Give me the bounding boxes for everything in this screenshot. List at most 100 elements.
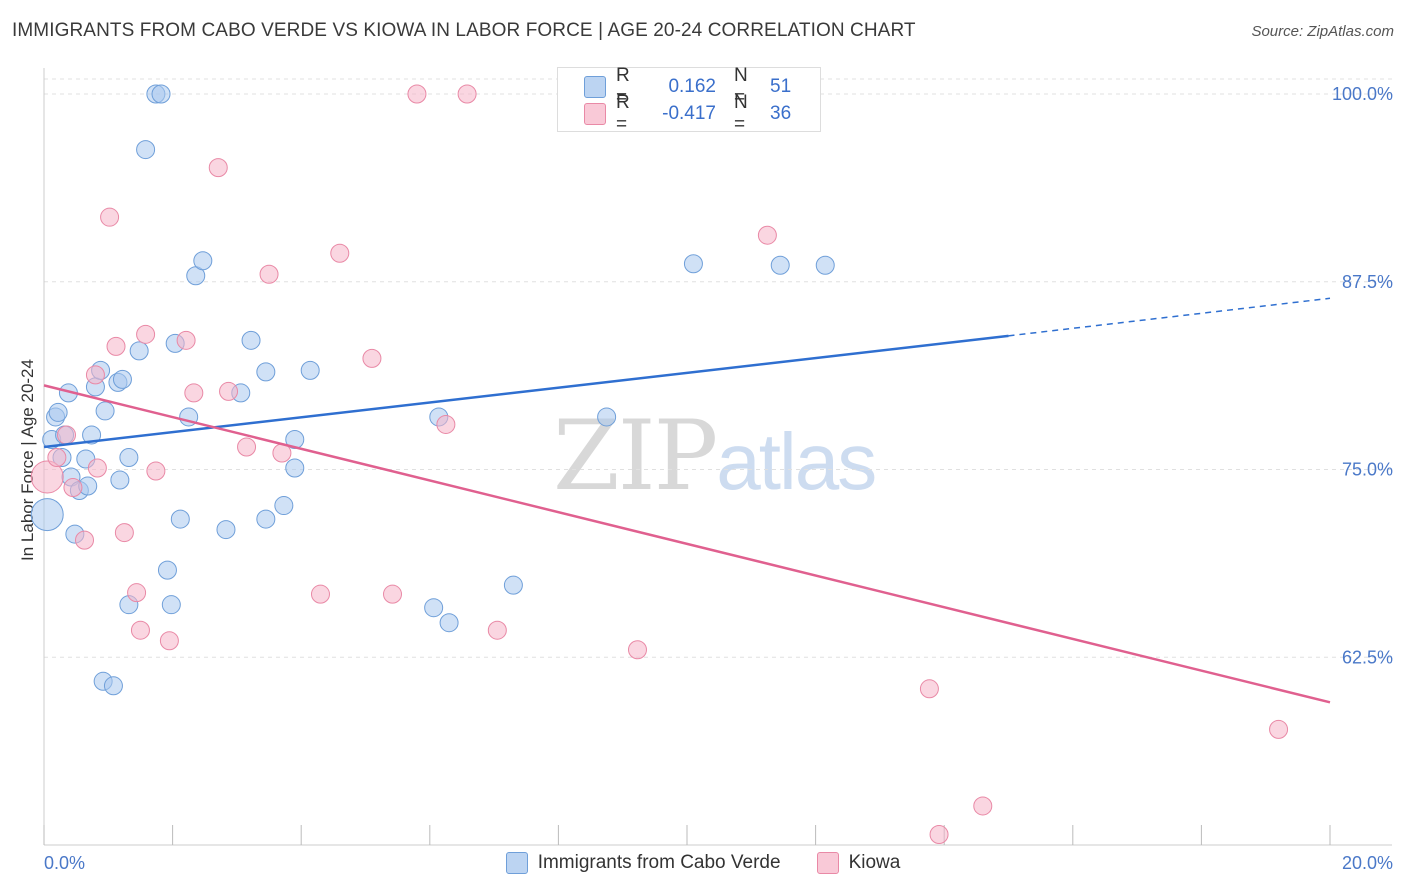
data-point-cabo-verde (157, 560, 177, 580)
source-credit: Source: ZipAtlas.com (1251, 23, 1394, 40)
axes (43, 68, 1392, 846)
legend-r-value: 0.162 (668, 76, 716, 97)
legend-item-cabo-verde[interactable]: Immigrants from Cabo Verde (505, 852, 781, 874)
data-point-cabo-verde (597, 407, 617, 427)
trend-line-cabo-verde (43, 334, 1009, 449)
data-point-kiowa (407, 84, 427, 104)
data-point-kiowa (127, 583, 147, 603)
legend-swatch-blue (505, 852, 528, 874)
data-point-kiowa (487, 620, 507, 640)
data-point-kiowa (30, 460, 64, 494)
legend-label-cabo-verde: Immigrants from Cabo Verde (537, 852, 781, 873)
y-tick-label: 62.5% (1342, 647, 1393, 667)
legend-n-value: 36 (770, 103, 792, 124)
data-point-cabo-verde (129, 341, 149, 361)
data-point-kiowa (383, 584, 403, 604)
data-point-kiowa (146, 461, 166, 481)
data-point-kiowa (159, 631, 179, 651)
legend-row-cabo-verde: R = 0.162 N = 51 (584, 65, 791, 108)
data-point-kiowa (310, 584, 330, 604)
data-point-cabo-verde (770, 255, 790, 275)
data-point-kiowa (1269, 719, 1289, 739)
data-point-kiowa (627, 640, 647, 660)
data-point-kiowa (176, 330, 196, 350)
data-point-cabo-verde (216, 520, 236, 540)
watermark: ZIPatlas (553, 400, 877, 512)
tick-labels: 62.5% 75.0% 87.5% 100.0% 0.0% 20.0% (44, 84, 1393, 873)
watermark-atlas: atlas (716, 417, 877, 506)
data-point-kiowa (75, 530, 95, 550)
data-point-cabo-verde (439, 613, 459, 633)
data-point-kiowa (130, 620, 150, 640)
y-tick-label: 75.0% (1342, 460, 1393, 480)
data-point-kiowa (919, 679, 939, 699)
data-point-kiowa (436, 414, 456, 434)
data-point-cabo-verde (424, 598, 444, 618)
data-point-cabo-verde (241, 330, 261, 350)
data-point-cabo-verde (82, 425, 102, 445)
data-point-kiowa (757, 225, 777, 245)
legend-r-label: R = (616, 65, 630, 108)
data-point-kiowa (85, 365, 105, 385)
data-point-kiowa (57, 425, 77, 445)
data-point-cabo-verde (170, 509, 190, 529)
legend-label-kiowa: Kiowa (848, 852, 901, 873)
chart-title: IMMIGRANTS FROM CABO VERDE VS KIOWA IN L… (12, 20, 916, 41)
series-kiowa-points (30, 84, 1289, 844)
legend-swatch-pink (816, 852, 839, 874)
data-point-kiowa (184, 383, 204, 403)
legend-row-kiowa: R = -0.417 N = 36 (584, 92, 792, 135)
legend-n-label: N = (734, 92, 748, 135)
x-tick-label: 0.0% (44, 853, 85, 873)
stats-legend: R = 0.162 N = 51 R = -0.417 N = 36 (557, 65, 821, 135)
data-point-kiowa (106, 336, 126, 356)
data-point-cabo-verde (274, 496, 294, 516)
data-point-cabo-verde (683, 254, 703, 274)
legend-n-label: N = (734, 65, 748, 108)
legend-item-kiowa[interactable]: Kiowa (816, 852, 901, 874)
data-point-kiowa (63, 478, 83, 498)
data-point-cabo-verde (95, 401, 115, 421)
data-point-kiowa (973, 796, 993, 816)
series-cabo-verde-points (30, 84, 835, 696)
data-point-kiowa (219, 381, 239, 401)
data-point-cabo-verde (112, 369, 132, 389)
data-point-kiowa (100, 207, 120, 227)
data-point-cabo-verde (285, 458, 305, 478)
data-point-cabo-verde (151, 84, 171, 104)
trend-line-cabo-verde-extension (1008, 297, 1331, 337)
data-point-cabo-verde (300, 360, 320, 380)
data-point-cabo-verde (193, 251, 213, 271)
data-point-kiowa (929, 824, 949, 844)
data-point-cabo-verde (161, 595, 181, 615)
series-legend: Immigrants from Cabo Verde Kiowa (0, 852, 1406, 874)
trend-lines (43, 297, 1331, 704)
data-point-cabo-verde (815, 255, 835, 275)
data-point-kiowa (47, 447, 67, 467)
legend-r-label: R = (616, 92, 630, 135)
data-point-cabo-verde (110, 470, 130, 490)
data-point-kiowa (330, 243, 350, 263)
data-point-kiowa (87, 458, 107, 478)
data-point-kiowa (259, 264, 279, 284)
legend-swatch-blue (584, 76, 606, 98)
data-point-kiowa (457, 84, 477, 104)
data-point-cabo-verde (119, 447, 139, 467)
y-tick-label: 87.5% (1342, 272, 1393, 292)
data-point-cabo-verde (30, 498, 64, 532)
legend-swatch-pink (584, 103, 606, 125)
data-point-kiowa (362, 348, 382, 368)
data-point-kiowa (136, 324, 156, 344)
data-point-cabo-verde (103, 676, 123, 696)
data-point-kiowa (237, 437, 257, 457)
data-point-kiowa (208, 158, 228, 178)
legend-r-value: -0.417 (662, 103, 716, 124)
data-point-cabo-verde (136, 140, 156, 160)
trend-line-kiowa (43, 384, 1331, 704)
watermark-zip: ZIP (553, 400, 718, 512)
data-point-cabo-verde (48, 402, 68, 422)
data-point-cabo-verde (503, 575, 523, 595)
x-tick-label: 20.0% (1342, 853, 1393, 873)
data-point-cabo-verde (256, 509, 276, 529)
